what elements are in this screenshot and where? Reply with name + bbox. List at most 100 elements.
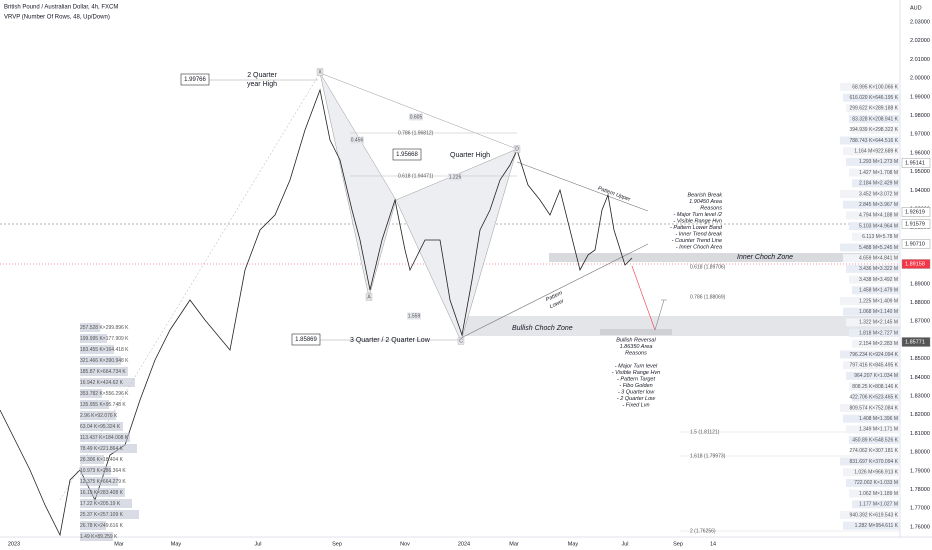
point-box [513, 145, 521, 153]
volume-bar [846, 264, 900, 273]
volume-bar [843, 468, 900, 477]
price-tick-label: 2.03000 [910, 19, 930, 25]
projection-arrow [631, 265, 656, 331]
price-tick-label: 1.76000 [910, 524, 930, 530]
price-badge-label: 1.91579 [905, 221, 925, 227]
price-tick-label: 1.95000 [910, 169, 930, 175]
time-axis: 2023 Mar May Jul Sep Nov 2024 Mar May Jul Sep 14 [8, 541, 716, 547]
volume-bar [80, 510, 139, 519]
bullish-block-line: - Fixed Lvn [622, 402, 649, 408]
volume-bar [840, 136, 900, 145]
volume-label: 394.939 K×298.322 K [849, 127, 898, 133]
symbol-title: British Pound / Australian Dollar, 4h, F… [4, 5, 118, 11]
volume-label: 17.22 K×205.19 K [80, 501, 121, 507]
volume-bar [849, 222, 900, 231]
time-tick-label: Mar [509, 541, 519, 547]
fib-label: 2 (1.76256) [690, 528, 716, 534]
bearish-block-line: - Inner Choch Area [676, 244, 722, 250]
ratio-box [407, 312, 421, 320]
volume-bar [846, 104, 900, 113]
volume-label: 5.488 M×5.245 M [859, 245, 898, 251]
price-badge-label: 1.85771 [905, 339, 925, 345]
time-tick-label: Sep [332, 541, 342, 547]
volume-label: 722.002 K×1.033 M [854, 480, 898, 486]
ratio-box [409, 113, 423, 121]
price-badge [901, 239, 931, 249]
bearish-block-line: - Major Turn level /2 [674, 212, 723, 218]
volume-label: 63.04 K×95.324 K [80, 424, 121, 430]
volume-bar [849, 168, 900, 177]
price-box [291, 333, 321, 346]
volume-bar [840, 243, 900, 252]
volume-bar [852, 500, 900, 509]
volume-bar [846, 478, 900, 487]
bullish-block-line: - 3 Quarter low [618, 389, 655, 395]
pattern-xd [319, 72, 518, 150]
bearish-block-line: Bearish Break [687, 192, 722, 198]
volume-label: 4.659 M×4.841 M [859, 256, 898, 262]
volume-bar [849, 382, 900, 391]
price-tick-label: 1.81000 [910, 431, 930, 437]
volume-label: 3.452 M×3.072 M [859, 191, 898, 197]
volume-label: 616.020 K×646.195 K [849, 95, 898, 101]
ratio-box [350, 136, 364, 144]
volume-bar [80, 323, 100, 332]
price-badge-label: 1.92619 [905, 209, 925, 215]
volume-bar [80, 400, 109, 409]
price-badge [901, 259, 931, 269]
volume-label: 12.375 K×664.279 K [80, 479, 126, 485]
volume-label: 2.184 M×2.429 M [859, 181, 898, 187]
volume-label: 183.455 K×164.418 K [80, 347, 129, 353]
inner-zone-label: Inner Choch Zone [737, 254, 793, 261]
volume-label: 274.062 K×307.181 K [849, 448, 898, 454]
volume-bar [843, 200, 900, 209]
bullish-block-line: - Pattern Target [617, 376, 655, 382]
fib-label: 0.618 (1.94471) [398, 173, 434, 179]
volume-label: 809.574 K×752.084 K [849, 405, 898, 411]
volume-bar [843, 254, 900, 263]
price-tick-label: 1.79000 [910, 468, 930, 474]
time-tick-label: May [568, 541, 579, 547]
volume-label: 1.026 M×966.913 K [854, 470, 898, 476]
volume-label: 5.103 M×4.964 M [859, 223, 898, 229]
point-box [316, 68, 324, 76]
ratio-label: 1.226 [449, 174, 462, 180]
bullish-zone-label: Bullish Choch Zone [512, 325, 573, 332]
volume-label: 1.427 M×1.708 M [859, 170, 898, 176]
price-badge [901, 337, 931, 347]
volume-bar [852, 232, 900, 241]
volume-bar [852, 393, 900, 402]
year-high-price: 1.99766 [184, 77, 206, 83]
price-tick-label: 1.77000 [910, 506, 930, 512]
volume-bar [843, 414, 900, 423]
volume-bar [849, 115, 900, 124]
volume-label: 1.818 M×2.727 M [859, 330, 898, 336]
volume-bar [80, 334, 107, 343]
price-box [392, 148, 422, 161]
bullish-block-line: 1.86350 Area [620, 344, 653, 350]
volume-label: 1.164 M×922.689 K [854, 149, 898, 155]
volume-label: 1.408 M×1.396 M [859, 416, 898, 422]
point-label: A [367, 294, 371, 300]
volume-bar [846, 425, 900, 434]
volume-bar [80, 532, 113, 541]
volume-profile: 68.995 K×100.066 K 616.020 K×646.195 K 299… [80, 83, 900, 541]
fib-label: 1.618 (1.79973) [690, 453, 726, 459]
volume-label: 299.622 K×289.188 K [849, 106, 898, 112]
price-badge-label: 1.89158 [905, 261, 925, 267]
year-high-label: year High [247, 81, 277, 88]
volume-bar [80, 488, 125, 497]
price-tick-label: 1.89000 [910, 281, 930, 287]
volume-label: 16.19 K×283.408 K [80, 490, 124, 496]
price-tick-label: 1.96000 [910, 150, 930, 156]
volume-label: 796.234 K×924.094 K [849, 352, 898, 358]
pattern-lower-line [460, 243, 649, 339]
price-badge-label: 1.95141 [905, 160, 925, 166]
volume-label: 353.782 K×556.296 K [80, 391, 129, 397]
volume-bar [840, 83, 900, 91]
volume-label: 797.416 K×845.495 K [849, 363, 898, 369]
volume-bar [846, 211, 900, 220]
volume-bar [80, 345, 114, 354]
volume-bar [840, 457, 900, 466]
volume-bar [840, 350, 900, 359]
